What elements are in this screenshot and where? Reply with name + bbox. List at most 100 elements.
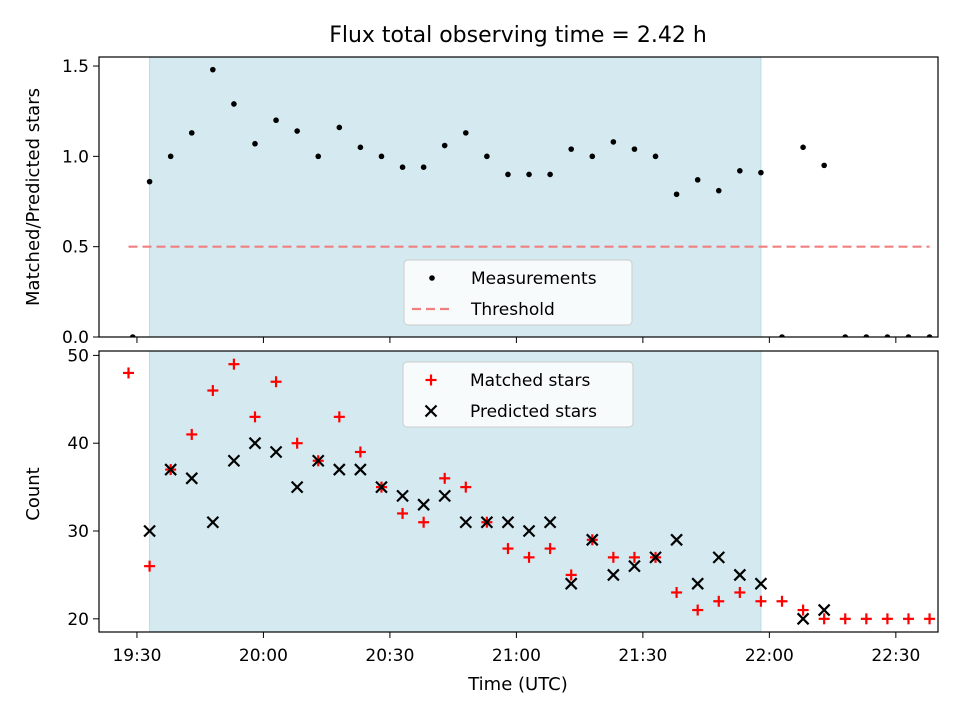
- y-tick-label: 30: [67, 522, 89, 542]
- measurement-point: [779, 334, 785, 337]
- predicted-star-marker-b: [607, 568, 620, 582]
- predicted-star-marker: [754, 577, 768, 590]
- predicted-star-marker-b: [501, 515, 515, 529]
- predicted-star-marker: [796, 612, 810, 626]
- matched-star-marker: [123, 367, 135, 379]
- matched-star-marker: [397, 507, 409, 519]
- predicted-star-marker-b: [480, 515, 494, 529]
- predicted-star-marker: [333, 463, 346, 476]
- predicted-star-marker: [607, 568, 620, 582]
- matched-star-marker: [186, 428, 198, 440]
- matched-star-marker: [354, 446, 366, 458]
- predicted-star-marker: [227, 454, 241, 468]
- measurement-point: [484, 153, 490, 160]
- predicted-star-marker: [628, 559, 641, 573]
- top-y-axis-label: Matched/Predicted stars: [23, 88, 44, 306]
- predicted-star-marker: [417, 498, 430, 511]
- predicted-star-marker: [396, 489, 409, 503]
- y-tick-label: 1.5: [62, 57, 89, 77]
- measurement-point: [884, 334, 891, 337]
- x-tick-label: 21:30: [618, 646, 667, 666]
- x-tick-label: 22:30: [871, 646, 920, 666]
- measurement-point: [715, 187, 722, 194]
- measurement-point: [800, 144, 806, 151]
- predicted-star-marker-b: [269, 445, 283, 459]
- predicted-star-marker: [143, 524, 156, 538]
- measurement-point: [188, 130, 195, 136]
- predicted-star-marker-b: [649, 551, 662, 564]
- measurement-point: [758, 169, 764, 176]
- y-tick-label: 40: [67, 434, 89, 454]
- predicted-star-marker-b: [417, 498, 430, 511]
- matched-star-marker: [270, 376, 282, 388]
- legend-label: Predicted stars: [470, 402, 597, 422]
- matched-star-marker: [228, 358, 240, 370]
- legend-label: Threshold: [470, 300, 555, 320]
- measurement-point: [231, 101, 237, 107]
- matched-star-marker: [628, 551, 640, 563]
- predicted-star-marker-b: [290, 480, 304, 494]
- predicted-star-marker-b: [712, 551, 726, 564]
- matched-star-marker: [333, 411, 345, 423]
- matched-star-marker: [839, 613, 851, 625]
- matched-star-marker: [734, 586, 746, 598]
- y-tick-label: 1.0: [62, 147, 89, 167]
- predicted-star-marker: [248, 436, 262, 450]
- measurement-point: [399, 164, 406, 170]
- predicted-star-marker: [733, 568, 747, 582]
- measurement-point: [252, 140, 258, 147]
- measurement-point: [652, 153, 659, 160]
- x-tick-label: 21:00: [492, 646, 541, 666]
- matched-star-marker: [460, 481, 472, 493]
- y-tick-label: 0.5: [62, 238, 89, 258]
- predicted-star-marker: [206, 515, 220, 529]
- matched-star-marker: [607, 551, 619, 563]
- x-tick-label: 20:00: [239, 646, 288, 666]
- chart-title: Flux total observing time = 2.42 h: [329, 23, 707, 48]
- x-axis-label: Time (UTC): [467, 674, 568, 695]
- matched-star-marker: [439, 472, 451, 484]
- predicted-star-marker: [564, 577, 578, 590]
- predicted-star-marker-b: [375, 480, 388, 494]
- x-tick-label: 19:30: [112, 646, 161, 666]
- matched-star-marker: [671, 586, 683, 598]
- predicted-star-marker: [522, 524, 536, 538]
- predicted-star-marker: [269, 445, 283, 459]
- predicted-star-marker-b: [333, 463, 346, 476]
- matched-star-marker: [881, 613, 893, 625]
- measurement-point: [673, 191, 680, 198]
- matched-star-marker: [818, 613, 830, 625]
- legend-box: [403, 259, 633, 326]
- measurement-point: [589, 153, 596, 160]
- predicted-star-marker: [375, 480, 388, 494]
- plot-area-0: [128, 66, 933, 337]
- bottom-y-axis-label: Count: [23, 467, 44, 520]
- matched-star-marker: [291, 437, 303, 449]
- predicted-star-marker-b: [522, 524, 536, 538]
- measurement-point: [631, 146, 638, 152]
- measurement-point: [737, 168, 743, 174]
- measurement-point: [821, 162, 827, 169]
- predicted-star-marker-b: [143, 524, 156, 538]
- predicted-star-marker: [691, 577, 704, 590]
- predicted-star-marker: [311, 454, 325, 468]
- predicted-star-marker: [501, 515, 515, 529]
- measurement-point: [568, 146, 575, 152]
- predicted-star-marker: [543, 515, 557, 529]
- predicted-star-marker-b: [586, 533, 599, 547]
- predicted-star-marker-b: [543, 515, 557, 529]
- measurement-point: [905, 334, 912, 337]
- predicted-star-marker-b: [354, 463, 367, 476]
- predicted-star-marker: [164, 463, 177, 476]
- axes-frame: [98, 56, 939, 338]
- y-tick-label: 50: [67, 346, 89, 366]
- predicted-star-marker: [712, 551, 726, 564]
- predicted-star-marker-b: [796, 612, 810, 626]
- legend-predicted-swatch-b: [424, 404, 438, 418]
- matched-star-marker: [523, 551, 535, 563]
- predicted-star-marker-b: [459, 515, 473, 529]
- predicted-star-marker-b: [396, 489, 409, 503]
- x-tick-label: 20:30: [365, 646, 414, 666]
- matched-star-marker: [776, 595, 788, 607]
- measurement-point: [273, 117, 279, 124]
